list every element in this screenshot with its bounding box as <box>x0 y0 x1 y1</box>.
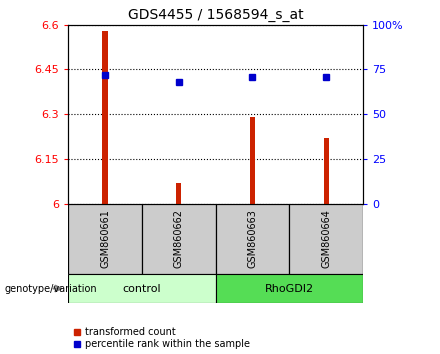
Bar <box>323 138 329 204</box>
Text: genotype/variation: genotype/variation <box>4 284 97 293</box>
Text: RhoGDI2: RhoGDI2 <box>265 284 314 293</box>
Title: GDS4455 / 1568594_s_at: GDS4455 / 1568594_s_at <box>128 8 304 22</box>
Bar <box>216 204 290 274</box>
Bar <box>250 117 255 204</box>
Legend: transformed count, percentile rank within the sample: transformed count, percentile rank withi… <box>73 327 250 349</box>
Bar <box>68 274 216 303</box>
Bar <box>68 204 142 274</box>
Text: control: control <box>123 284 161 293</box>
Bar <box>142 204 216 274</box>
Text: GSM860662: GSM860662 <box>174 210 184 268</box>
Bar <box>103 31 108 204</box>
Bar <box>216 274 363 303</box>
Bar <box>176 183 181 204</box>
Bar <box>290 204 363 274</box>
Text: GSM860663: GSM860663 <box>247 210 257 268</box>
Text: GSM860661: GSM860661 <box>100 210 110 268</box>
Text: GSM860664: GSM860664 <box>321 210 331 268</box>
